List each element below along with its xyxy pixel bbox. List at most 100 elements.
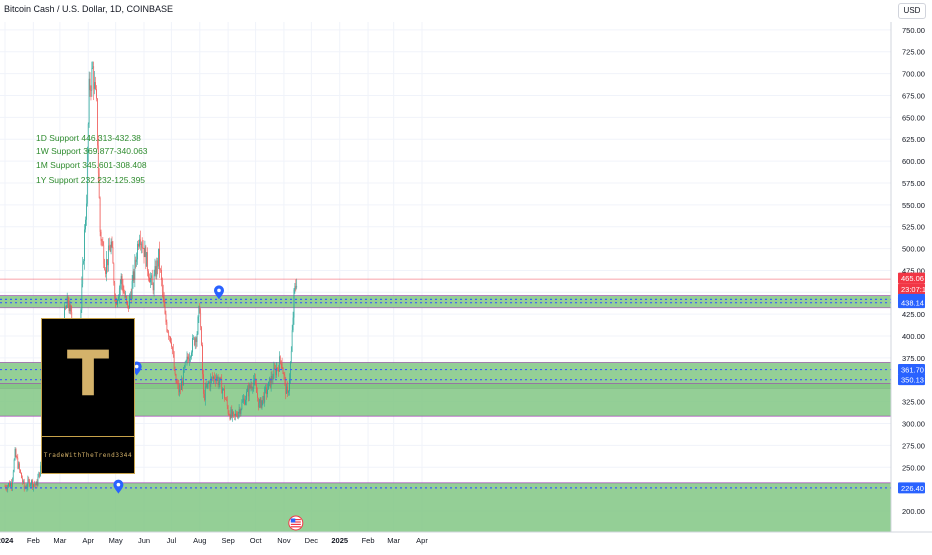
price-axis[interactable]: 200.00225.00250.00275.00300.00325.00350.… (902, 26, 925, 516)
price-tick-label: 625.00 (902, 135, 925, 144)
candle-body (157, 260, 159, 267)
candle-body (188, 358, 190, 362)
candle-body (170, 336, 171, 343)
candle-body (287, 386, 288, 393)
time-tick-label: 2024 (0, 536, 14, 545)
event-marker[interactable] (213, 285, 224, 300)
current-price-label-bg (898, 272, 925, 284)
candle-body (142, 247, 144, 249)
candle-body (276, 367, 277, 376)
candle-body (124, 293, 126, 297)
candle-body (95, 82, 96, 90)
candle-body (174, 369, 176, 375)
candle-body (202, 345, 203, 375)
time-tick-label: Jun (138, 536, 150, 545)
candle-body (200, 312, 202, 328)
candle-body (273, 367, 275, 379)
candle-body (144, 246, 146, 258)
candle-body (193, 337, 195, 346)
us-flag-icon[interactable] (288, 515, 304, 531)
flag-stripe (290, 523, 301, 525)
candle-body (272, 378, 274, 380)
candle-body (158, 248, 159, 267)
candle-body (213, 376, 214, 379)
candle-body (247, 387, 249, 397)
candle-body (113, 263, 115, 283)
candle-body (121, 276, 123, 285)
candle-body (259, 398, 261, 403)
support-zone (0, 482, 891, 532)
candle-body (106, 259, 107, 274)
candle-body (118, 288, 120, 298)
current-price-label: 465.06 (901, 274, 924, 283)
candle-body (169, 336, 170, 337)
level-label-bg (898, 374, 925, 386)
level-label: 226.40 (901, 484, 924, 493)
logo-divider (42, 436, 134, 437)
candle-body (130, 294, 132, 299)
candle-body (277, 367, 278, 369)
candle-body (168, 332, 170, 337)
candle-body (238, 409, 240, 413)
candle-body (67, 296, 69, 303)
candle-body (180, 389, 181, 391)
countdown-label: 23:07:11 (901, 285, 930, 294)
candle-body (278, 368, 279, 372)
candle-body (246, 387, 248, 392)
currency-button[interactable]: USD (898, 3, 926, 19)
candle-body (252, 388, 254, 389)
candle-body (280, 360, 282, 364)
candle-body (86, 154, 88, 204)
candle-body (153, 274, 155, 291)
candle-body (30, 484, 31, 486)
candle-body (123, 292, 125, 294)
candle-body (256, 384, 257, 393)
flag-stripe (290, 526, 301, 528)
candle-body (38, 472, 40, 478)
candle-body (162, 291, 164, 297)
candle-body (193, 337, 194, 339)
price-tick-label: 550.00 (902, 201, 925, 210)
level-lines (0, 278, 891, 489)
candle-body (250, 386, 252, 388)
candle-body (248, 384, 250, 397)
candle-body (295, 286, 297, 288)
time-tick-label: May (109, 536, 123, 545)
candle-body (138, 243, 139, 247)
time-tick-label: Apr (416, 536, 428, 545)
event-marker[interactable] (113, 479, 124, 494)
candle-body (191, 352, 192, 357)
candle-body (13, 459, 15, 472)
candle-body (31, 480, 32, 485)
candle-body (118, 297, 119, 301)
time-axis[interactable]: 2024 Feb Mar Apr May Jun Jul Aug Sep Oct Nov Dec 202… (0, 536, 428, 545)
candle-body (296, 285, 298, 288)
candle-body (132, 271, 134, 282)
candle-body (148, 271, 149, 278)
price-tick-label: 300.00 (902, 420, 925, 429)
candle-body (268, 381, 269, 390)
candle-body (156, 260, 158, 277)
time-tick-label: Apr (82, 536, 94, 545)
candle-body (242, 400, 244, 403)
candle-body (80, 309, 82, 320)
candle-body (160, 269, 161, 271)
candle-body (257, 392, 258, 398)
candle-body (227, 406, 229, 414)
candle-body (220, 377, 222, 379)
candle-body (94, 82, 95, 89)
candle-body (65, 307, 67, 309)
candle-body (112, 246, 114, 264)
candle-body (210, 378, 212, 387)
candle-body (244, 398, 245, 405)
candle-body (234, 414, 235, 416)
candle-body (293, 289, 295, 318)
pin-dot (134, 364, 139, 369)
price-tick-label: 650.00 (902, 113, 925, 122)
candle-body (107, 245, 109, 266)
candle-body (264, 388, 266, 403)
candle-body (114, 282, 116, 298)
candle-body (15, 449, 17, 457)
candle-body (222, 388, 224, 394)
